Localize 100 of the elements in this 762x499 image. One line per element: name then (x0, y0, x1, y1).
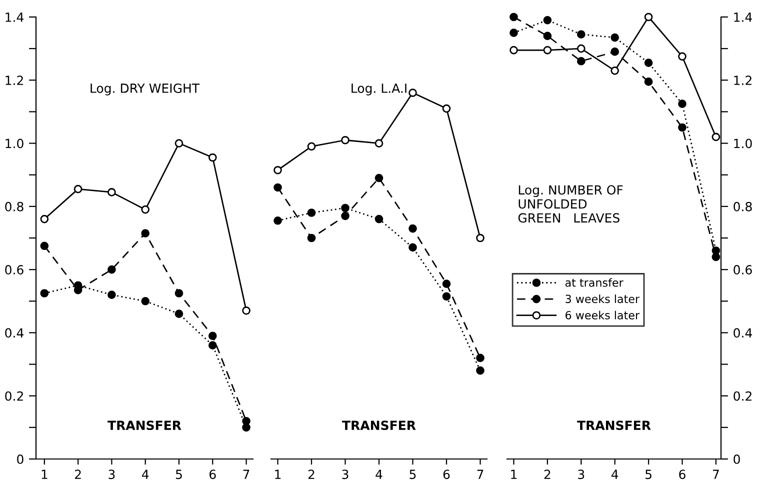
x-tick-label: 1 (42, 470, 48, 479)
y-tick-label: 1.0 (6, 138, 24, 148)
point (442, 292, 451, 301)
point (208, 153, 217, 162)
point (274, 183, 282, 192)
point (141, 229, 150, 238)
x-axis-title: TRANSFER (108, 420, 182, 430)
point (374, 214, 384, 224)
x-tick-label: 6 (679, 470, 686, 480)
x-tick-label: 6 (210, 470, 216, 480)
point (174, 139, 184, 148)
point (408, 224, 417, 233)
point (442, 280, 451, 288)
y-tick-label: 1.4 (6, 12, 24, 22)
x-tick-label: 2 (544, 470, 550, 479)
point (374, 139, 384, 148)
x-tick-label: 4 (142, 470, 149, 479)
point (476, 234, 484, 242)
x-tick-label: 7 (243, 470, 250, 479)
point (510, 28, 518, 37)
y2-tick-label: 0.4 (734, 328, 752, 338)
point (40, 289, 49, 298)
text: Log. NUMBER OF UNFOLDED GREEN LEAVES (518, 185, 623, 223)
point (174, 310, 184, 318)
x-axis-title: TRANSFER (342, 420, 416, 430)
point (274, 216, 282, 225)
x-tick-label: 3 (578, 470, 584, 480)
point (712, 252, 720, 262)
legend-label: at transfer (565, 278, 624, 287)
point (141, 296, 150, 306)
legend-label: 6 weeks later (566, 310, 640, 320)
y2-tick-label: 1.0 (734, 138, 752, 148)
text: Log. L.A.I (352, 84, 406, 96)
y-tick-label: 1.2 (6, 76, 23, 85)
x-tick-label: 3 (342, 470, 348, 480)
point (678, 123, 686, 132)
legend-label: 3 weeks later (566, 294, 640, 304)
x-tick-label: 7 (712, 470, 719, 479)
point (341, 204, 350, 212)
y-tick-label: 0.4 (5, 328, 24, 338)
text: Log. DRY WEIGHT (90, 84, 200, 96)
y-tick-label: 0.6 (5, 265, 24, 274)
point (644, 78, 653, 86)
y-tick-label: 0 (17, 454, 24, 464)
x-tick-label: 5 (176, 470, 182, 480)
x-axis-title: TRANSFER (577, 420, 651, 430)
point (442, 104, 451, 113)
point (40, 242, 49, 250)
y-tick-label: 0.2 (5, 391, 23, 401)
y-tick-label: 0.8 (5, 202, 24, 212)
point (678, 100, 686, 108)
point (408, 88, 417, 97)
point (208, 341, 217, 350)
point (576, 30, 586, 39)
point (543, 46, 552, 54)
x-tick-label: 5 (646, 470, 652, 480)
point (141, 205, 150, 214)
point (576, 44, 586, 53)
x-tick-label: 2 (308, 470, 314, 479)
point (242, 416, 250, 426)
point (274, 166, 282, 174)
point (610, 33, 620, 42)
x-tick-label: 4 (611, 470, 618, 479)
x-tick-label: 4 (376, 470, 382, 479)
y2-tick-label: 0.6 (734, 265, 752, 274)
point (408, 243, 417, 252)
point (712, 132, 720, 142)
x-tick-label: 2 (74, 470, 81, 479)
y2-tick-label: 0.8 (734, 202, 752, 212)
x-tick-label: 7 (477, 470, 484, 479)
x-tick-label: 1 (275, 470, 281, 479)
point (40, 214, 49, 224)
point (108, 290, 116, 299)
point (510, 12, 518, 22)
point (208, 332, 217, 340)
point (174, 289, 184, 298)
point (307, 234, 316, 242)
point (543, 32, 552, 40)
point (341, 212, 350, 220)
point (576, 57, 586, 66)
point (610, 48, 620, 56)
x-tick-label: 5 (410, 470, 416, 480)
point (476, 366, 484, 375)
point (543, 16, 552, 24)
point (341, 136, 350, 144)
point (242, 306, 250, 315)
point (108, 265, 116, 274)
y2-tick-label: 1.4 (734, 12, 752, 22)
point (644, 12, 653, 22)
point (510, 46, 518, 54)
point (476, 354, 484, 362)
point (644, 58, 653, 67)
y2-tick-label: 1.2 (734, 76, 752, 85)
point (74, 184, 82, 194)
point (678, 52, 686, 61)
x-tick-label: 1 (511, 470, 517, 479)
x-tick-label: 6 (443, 470, 450, 480)
point (374, 174, 384, 182)
x-tick-label: 3 (108, 470, 115, 480)
point (307, 208, 316, 217)
